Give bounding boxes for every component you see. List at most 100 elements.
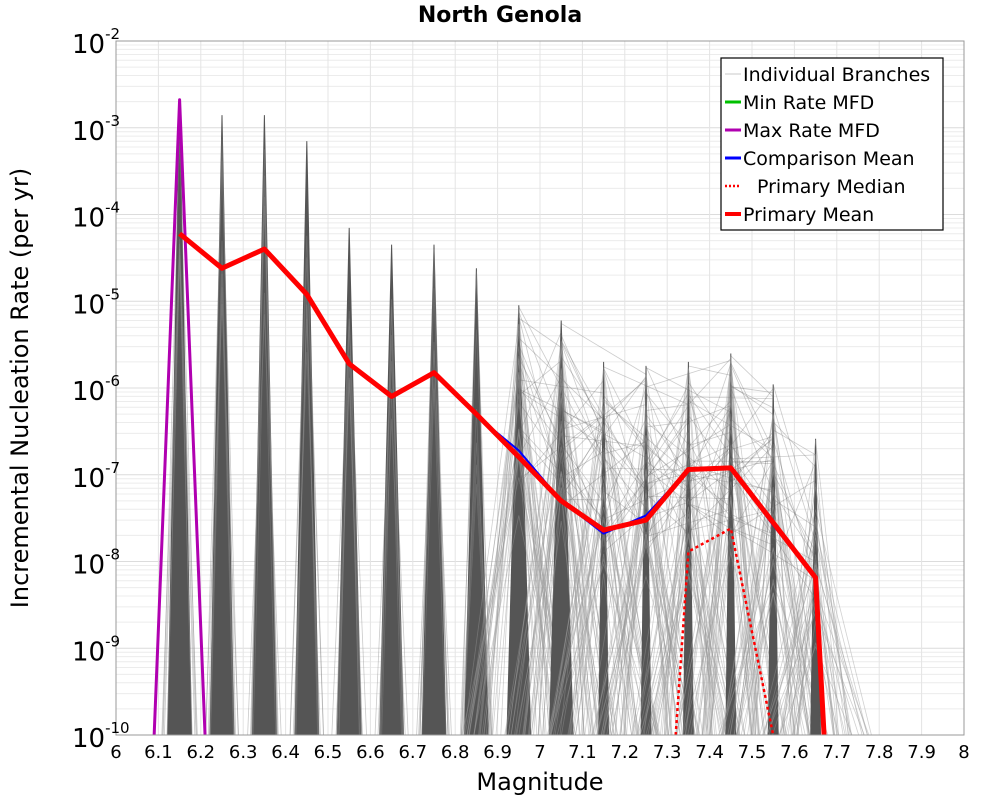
branch-connector (645, 414, 689, 475)
x-tick-label: 6.8 (441, 742, 470, 763)
branch-connector (518, 390, 604, 447)
branch-connector (645, 468, 732, 539)
branch-connector (772, 473, 816, 552)
branch-connector (730, 479, 816, 535)
legend-item: Min Rate MFD (725, 92, 874, 114)
branch-connector (730, 364, 816, 563)
y-tick-label: 10-5 (72, 285, 120, 320)
branch-connector (603, 393, 689, 531)
branch-connector (603, 400, 689, 475)
branch-connector (688, 460, 774, 463)
branch-connector (560, 323, 647, 375)
branch-connector (645, 508, 731, 538)
branch-connector (560, 406, 647, 509)
branch-connector (730, 461, 774, 465)
branch-connector (645, 359, 731, 388)
x-axis-label: Magnitude (476, 768, 603, 796)
x-tick-label: 7.8 (865, 742, 894, 763)
x-tick-label: 6.4 (271, 742, 300, 763)
branch-connector (688, 474, 774, 491)
branch-connector (688, 365, 731, 376)
branch-connector (688, 405, 731, 423)
branch-spike-6.75 (416, 244, 452, 735)
branch-connector (560, 342, 604, 464)
branch-connector (772, 421, 816, 468)
branch-connector (688, 474, 732, 508)
branch-connector (518, 317, 562, 348)
branch-spike-7.45 (674, 353, 787, 735)
x-tick-label: 7.6 (780, 742, 809, 763)
branch-connector (603, 446, 647, 491)
branch-connector (560, 429, 604, 492)
branch-connector (688, 431, 731, 447)
x-tick-label: 6.6 (356, 742, 385, 763)
branch-connector (561, 435, 647, 447)
branch-connector (603, 436, 647, 488)
branch-connector (645, 404, 689, 411)
y-tick-label: 10-7 (72, 459, 120, 494)
branch-connector (645, 393, 689, 446)
y-tick-label: 10-4 (72, 199, 120, 234)
branch-connector (730, 527, 774, 546)
branch-connector (645, 495, 731, 500)
branch-connector (645, 366, 689, 462)
y-tick-label: 10-9 (72, 632, 120, 667)
branch-connector (730, 418, 774, 459)
branch-spike-7.55 (718, 384, 829, 735)
branch-connector (518, 306, 604, 469)
branch-connector (645, 384, 689, 469)
branch-connector (560, 374, 647, 539)
branch-connector (645, 444, 731, 485)
branch-connector (645, 405, 689, 471)
branch-connector (730, 386, 774, 409)
branch-connector (645, 400, 732, 494)
x-tick-label: 6.1 (144, 742, 173, 763)
legend-label: Comparison Mean (743, 148, 915, 170)
branch-connector (730, 436, 774, 451)
branch-connector (561, 498, 604, 501)
branch-connector (730, 474, 816, 600)
x-tick-label: 6.5 (314, 742, 343, 763)
branch-connector (603, 486, 647, 547)
branch-connector (560, 377, 647, 464)
branch-connector (645, 461, 689, 493)
legend-item: Individual Branches (725, 64, 930, 86)
x-tick-label: 7 (534, 742, 545, 763)
legend-label: Max Rate MFD (743, 120, 880, 142)
branch-connector (603, 366, 689, 405)
branch-connector (603, 387, 647, 523)
x-tick-label: 6.9 (483, 742, 512, 763)
branch-connector (560, 379, 647, 451)
legend-label: Primary Mean (743, 204, 874, 226)
branch-connector (730, 355, 774, 398)
x-tick-label: 7.7 (822, 742, 851, 763)
branch-connector (688, 509, 774, 531)
branch-connector (603, 421, 689, 536)
branch-connector (560, 341, 604, 433)
branch-connector (603, 416, 689, 542)
branch-connector (688, 503, 774, 554)
branch-connector (518, 337, 604, 420)
branch-connector (518, 376, 562, 457)
branch-connector (645, 421, 732, 492)
branch-connector (518, 316, 562, 489)
branch-connector (772, 384, 816, 530)
y-tick-label: 10-3 (72, 112, 120, 147)
branch-spike-6.65 (374, 244, 409, 735)
branch-connector (560, 425, 604, 499)
branch-connector (518, 387, 604, 503)
branch-connector (645, 428, 689, 543)
y-tick-label: 10-8 (72, 546, 120, 581)
legend: Individual Branches Min Rate MFD Max Rate … (720, 57, 944, 231)
y-tick-label: 10-2 (72, 25, 120, 60)
branch-spike-6.25 (205, 115, 239, 735)
plot-frame (115, 40, 965, 736)
branch-connector (645, 483, 689, 554)
branch-connector (730, 513, 816, 563)
branch-connector (518, 426, 604, 520)
branch-connector (518, 357, 604, 524)
branch-spike-7.05 (504, 320, 619, 735)
branch-connector (730, 384, 774, 415)
branch-connector (518, 361, 562, 492)
